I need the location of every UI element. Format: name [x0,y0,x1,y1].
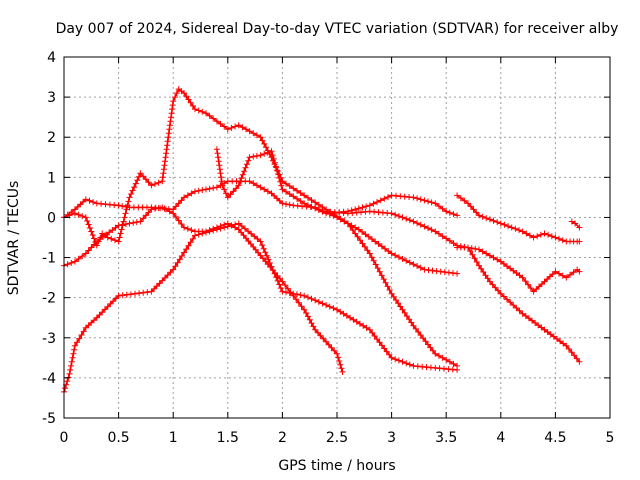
series-s2 [61,204,346,375]
x-tick-label: 3.5 [435,430,457,446]
y-tick-label: -2 [42,291,56,307]
x-tick-label: 3 [387,430,396,446]
series-s5 [213,146,461,219]
series-layer [61,86,583,395]
series-s6 [323,208,583,295]
series-markers [568,218,583,231]
y-tick-label: -4 [42,371,56,387]
x-tick-label: 4.5 [544,430,566,446]
series-line [63,222,458,393]
y-tick-label: -3 [42,331,56,347]
series-markers [61,204,346,375]
series-line [457,246,581,363]
series-line [326,210,580,293]
series-line [456,194,580,243]
x-tick-label: 0.5 [107,430,129,446]
x-axis-label: GPS time / hours [278,458,395,474]
series-s8 [454,244,583,365]
x-tick-label: 5 [606,430,615,446]
grid [64,57,610,418]
ticks [63,56,611,419]
x-tick-label: 1.5 [217,430,239,446]
y-tick-label: 0 [47,210,56,226]
y-tick-label: -1 [42,251,56,267]
y-tick-labels: -5 -4 -3 -2 -1 0 1 2 3 4 [42,50,56,427]
x-tick-label: 1 [169,430,178,446]
series-markers [61,86,461,369]
y-tick-label: 3 [47,90,56,106]
series-markers [323,208,583,295]
series-s3 [61,178,461,277]
x-tick-label: 0 [60,430,69,446]
chart-title: Day 007 of 2024, Sidereal Day-to-day VTE… [56,21,619,37]
x-tick-label: 2.5 [326,430,348,446]
series-s9 [568,218,583,231]
y-tick-label: -5 [42,411,56,427]
series-markers [213,146,461,219]
x-tick-label: 4 [496,430,505,446]
y-tick-label: 1 [47,170,56,186]
series-s7 [454,192,583,245]
y-tick-label: 4 [47,50,56,66]
series-s4 [61,86,461,369]
x-tick-labels: 0 0.5 1 1.5 2 2.5 3 3.5 4 4.5 5 [60,430,615,446]
series-markers [454,192,583,245]
y-axis-label: SDTVAR / TECUs [6,181,22,296]
x-tick-label: 2 [278,430,287,446]
series-markers [61,178,461,277]
series-markers [454,244,583,365]
y-tick-label: 2 [47,130,56,146]
